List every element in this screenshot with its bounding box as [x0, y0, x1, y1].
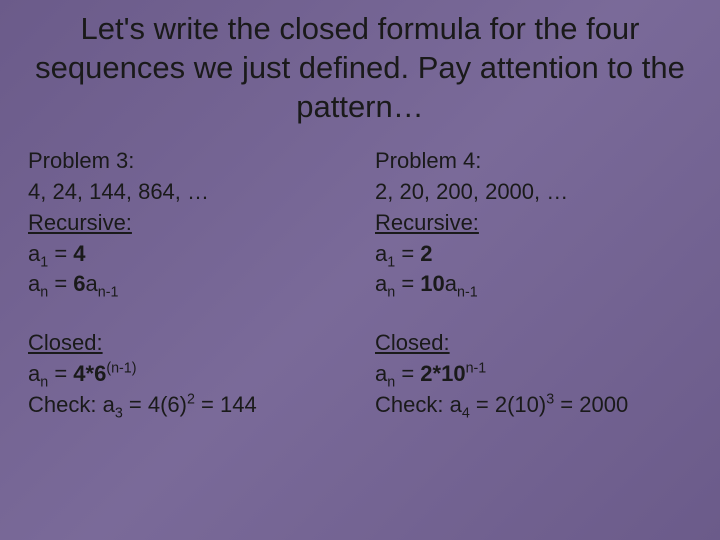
closed-line: an = 4*6(n-1) [28, 359, 345, 390]
a1-prefix: a [375, 241, 387, 266]
check-line: Check: a4 = 2(10)3 = 2000 [375, 390, 692, 421]
a1-eq: = [48, 241, 73, 266]
an-prefix: a [375, 271, 387, 296]
an-sub: n [40, 285, 48, 301]
recursive-label: Recursive: [28, 208, 345, 239]
check-line: Check: a3 = 4(6)2 = 144 [28, 390, 345, 421]
c-eq: = [48, 361, 73, 386]
c-prefix: a [375, 361, 387, 386]
closed-label: Closed: [28, 328, 345, 359]
an-line: an = 6an-1 [28, 269, 345, 300]
sequence-text: 2, 20, 200, 2000, … [375, 177, 692, 208]
check-prefix: Check: a [375, 392, 462, 417]
closed-line: an = 2*10n-1 [375, 359, 692, 390]
an-line: an = 10an-1 [375, 269, 692, 300]
slide-title: Let's write the closed formula for the f… [28, 10, 692, 126]
c-prefix: a [28, 361, 40, 386]
an-a: a [445, 271, 457, 296]
c-sub: n [387, 374, 395, 390]
check-sup: 2 [187, 392, 195, 408]
closed-label-text: Closed: [28, 330, 103, 355]
check-sub: 4 [462, 405, 470, 421]
right-column: Problem 4: 2, 20, 200, 2000, … Recursive… [375, 146, 692, 448]
left-recursive-block: Problem 3: 4, 24, 144, 864, … Recursive:… [28, 146, 345, 300]
an-eq: = [395, 271, 420, 296]
check-prefix: Check: a [28, 392, 115, 417]
a1-eq: = [395, 241, 420, 266]
c-sup: (n-1) [106, 361, 136, 377]
an-a: a [86, 271, 98, 296]
a1-sub: 1 [40, 254, 48, 270]
c-eq: = [395, 361, 420, 386]
right-closed-block: Closed: an = 2*10n-1 Check: a4 = 2(10)3 … [375, 328, 692, 420]
an-prefix: a [28, 271, 40, 296]
check-end: = 144 [195, 392, 257, 417]
a1-val: 4 [73, 241, 85, 266]
a1-val: 2 [420, 241, 432, 266]
check-end: = 2000 [554, 392, 628, 417]
slide-container: Let's write the closed formula for the f… [0, 0, 720, 540]
sequence-text: 4, 24, 144, 864, … [28, 177, 345, 208]
recursive-label: Recursive: [375, 208, 692, 239]
an-a-sub: n-1 [457, 285, 478, 301]
c-sub: n [40, 374, 48, 390]
left-column: Problem 3: 4, 24, 144, 864, … Recursive:… [28, 146, 345, 448]
an-coef: 10 [420, 271, 444, 296]
recursive-label-text: Recursive: [28, 210, 132, 235]
check-sub: 3 [115, 405, 123, 421]
a1-line: a1 = 2 [375, 239, 692, 270]
closed-label: Closed: [375, 328, 692, 359]
recursive-label-text: Recursive: [375, 210, 479, 235]
c-expr: 4*6 [73, 361, 106, 386]
a1-prefix: a [28, 241, 40, 266]
c-sup: n-1 [466, 361, 487, 377]
check-mid: = 4(6) [123, 392, 187, 417]
problem-label: Problem 3: [28, 146, 345, 177]
right-recursive-block: Problem 4: 2, 20, 200, 2000, … Recursive… [375, 146, 692, 300]
check-sup: 3 [546, 392, 554, 408]
a1-sub: 1 [387, 254, 395, 270]
an-sub: n [387, 285, 395, 301]
check-mid: = 2(10) [470, 392, 546, 417]
closed-label-text: Closed: [375, 330, 450, 355]
left-closed-block: Closed: an = 4*6(n-1) Check: a3 = 4(6)2 … [28, 328, 345, 420]
a1-line: a1 = 4 [28, 239, 345, 270]
an-eq: = [48, 271, 73, 296]
columns-wrapper: Problem 3: 4, 24, 144, 864, … Recursive:… [28, 146, 692, 448]
problem-label: Problem 4: [375, 146, 692, 177]
c-expr: 2*10 [420, 361, 465, 386]
an-coef: 6 [73, 271, 85, 296]
an-a-sub: n-1 [98, 285, 119, 301]
